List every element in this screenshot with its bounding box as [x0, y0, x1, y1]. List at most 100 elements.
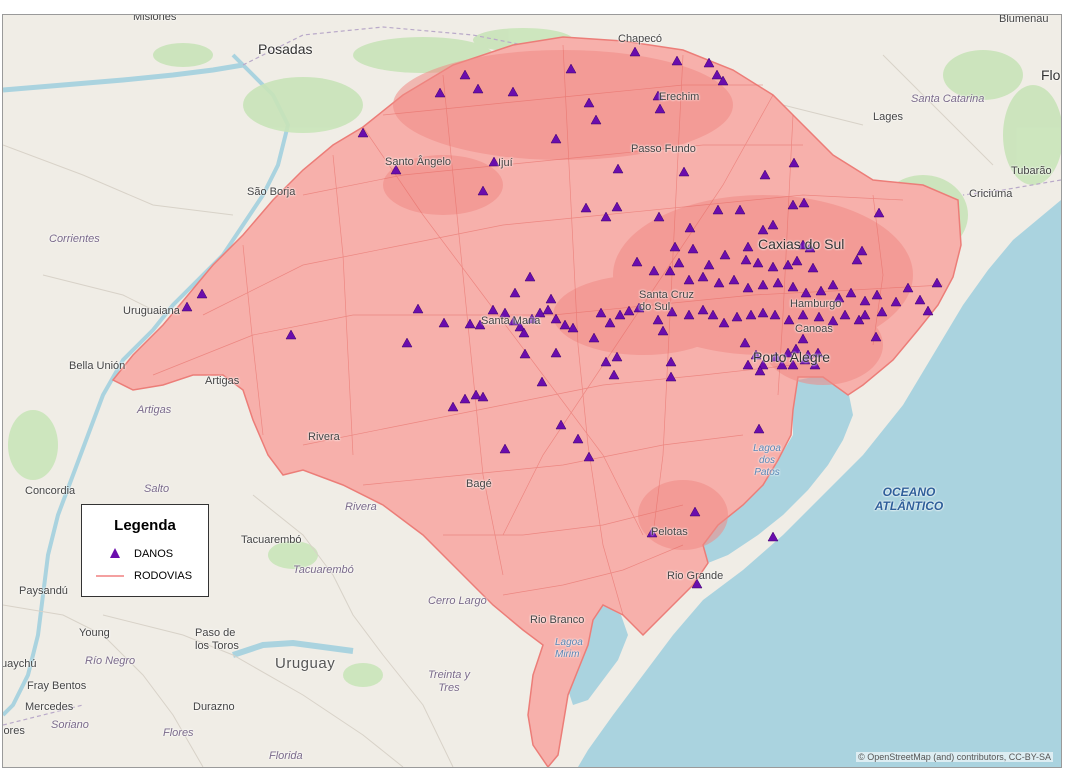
danos-marker: [728, 274, 740, 285]
danos-marker: [800, 287, 812, 298]
danos-marker: [807, 262, 819, 273]
danos-marker: [438, 317, 450, 328]
label-canoas: Canoas: [795, 323, 833, 335]
danos-marker: [665, 356, 677, 367]
danos-marker: [813, 311, 825, 322]
atlantic-ocean: [578, 200, 1061, 767]
dense-road-areas: [383, 50, 913, 550]
danos-marker: [890, 296, 902, 307]
danos-marker: [545, 293, 557, 304]
danos-marker: [526, 313, 538, 324]
danos-marker: [804, 242, 816, 253]
danos-marker: [827, 315, 839, 326]
danos-marker: [583, 451, 595, 462]
danos-marker: [757, 279, 769, 290]
danos-marker: [739, 337, 751, 348]
danos-marker: [508, 315, 520, 326]
danos-marker: [782, 347, 794, 358]
danos-marker: [713, 277, 725, 288]
danos-marker: [459, 69, 471, 80]
danos-marker: [412, 303, 424, 314]
danos-marker: [734, 204, 746, 215]
danos-marker: [853, 314, 865, 325]
danos-marker: [664, 265, 676, 276]
danos-marker: [285, 329, 297, 340]
label-chapeco: Chapecó: [618, 33, 663, 45]
danos-marker: [750, 349, 762, 360]
danos-marker: [797, 309, 809, 320]
danos-marker: [697, 271, 709, 282]
danos-marker: [550, 313, 562, 324]
map-frame[interactable]: Misiones Posadas Chapecó Blumenau Flo Sa…: [2, 14, 1062, 768]
danos-marker: [565, 63, 577, 74]
legend-label-danos: DANOS: [134, 548, 174, 560]
danos-marker: [671, 55, 683, 66]
label-oceano-line2: ATLÂNTICO: [874, 499, 944, 513]
label-cerro-largo: Cerro Largo: [428, 595, 487, 607]
danos-marker: [600, 356, 612, 367]
map-legend: Legenda DANOS RODOVIAS: [81, 504, 209, 597]
danos-marker: [611, 351, 623, 362]
danos-marker: [719, 249, 731, 260]
label-paso-de-line1: Paso de: [195, 627, 236, 639]
danos-marker: [798, 197, 810, 208]
map-attribution[interactable]: © OpenStreetMap (and) contributors, CC-B…: [856, 752, 1053, 762]
danos-marker: [689, 506, 701, 517]
danos-marker: [509, 287, 521, 298]
label-santo-angelo: Santo Ângelo: [385, 156, 452, 168]
danos-marker: [657, 325, 669, 336]
danos-marker: [518, 327, 530, 338]
danos-marker: [797, 333, 809, 344]
danos-marker: [588, 332, 600, 343]
danos-marker: [488, 156, 500, 167]
label-treinta-y-tres: Treinta y Tres: [428, 669, 470, 695]
danos-marker: [474, 319, 486, 330]
label-bage: Bagé: [466, 478, 492, 490]
label-artigas-city: Artigas: [205, 375, 240, 387]
danos-marker: [477, 391, 489, 402]
danos-marker: [646, 527, 658, 538]
label-lagoa-dos-patos: Lagoa dos Patos: [753, 443, 781, 478]
label-santa-catarina: Santa Catarina: [911, 93, 985, 105]
danos-marker: [782, 259, 794, 270]
danos-marker: [809, 359, 821, 370]
danos-marker: [740, 254, 752, 265]
danos-marker: [181, 301, 193, 312]
danos-marker: [697, 304, 709, 315]
danos-marker: [629, 46, 641, 57]
danos-marker: [859, 309, 871, 320]
danos-marker: [611, 201, 623, 212]
danos-marker: [859, 295, 871, 306]
danos-marker: [772, 277, 784, 288]
danos-marker: [759, 169, 771, 180]
label-passo-fundo: Passo Fundo: [631, 143, 696, 155]
danos-marker: [477, 185, 489, 196]
label-ijui: Ijuí: [498, 157, 513, 169]
danos-marker: [754, 365, 766, 376]
danos-marker: [669, 241, 681, 252]
label-tacuarembo-city: Tacuarembó: [241, 534, 302, 546]
danos-marker: [703, 57, 715, 68]
danos-marker: [683, 309, 695, 320]
danos-marker: [776, 359, 788, 370]
danos-marker: [572, 433, 584, 444]
danos-marker: [678, 166, 690, 177]
danos-marker: [712, 204, 724, 215]
danos-marker: [787, 359, 799, 370]
danos-markers: [181, 46, 943, 589]
label-bella-union: Bella Unión: [69, 360, 126, 372]
label-salto: Salto: [144, 483, 170, 495]
label-uruguaiana: Uruguaiana: [123, 305, 180, 317]
label-santa-maria: Santa Maria: [481, 315, 541, 327]
label-tubarao: Tubarão: [1011, 165, 1052, 177]
danos-marker: [757, 224, 769, 235]
danos-marker: [401, 337, 413, 348]
label-treinta-line1: Treinta y: [428, 669, 470, 681]
danos-marker: [718, 317, 730, 328]
label-lagoa-mirim: Lagoa Mirim: [555, 637, 583, 660]
label-caxias-do-sul: Caxias do Sul: [758, 236, 845, 252]
danos-marker: [612, 163, 624, 174]
rio-negro-reservoir: [232, 639, 354, 658]
danos-marker: [567, 322, 579, 333]
danos-marker: [757, 307, 769, 318]
